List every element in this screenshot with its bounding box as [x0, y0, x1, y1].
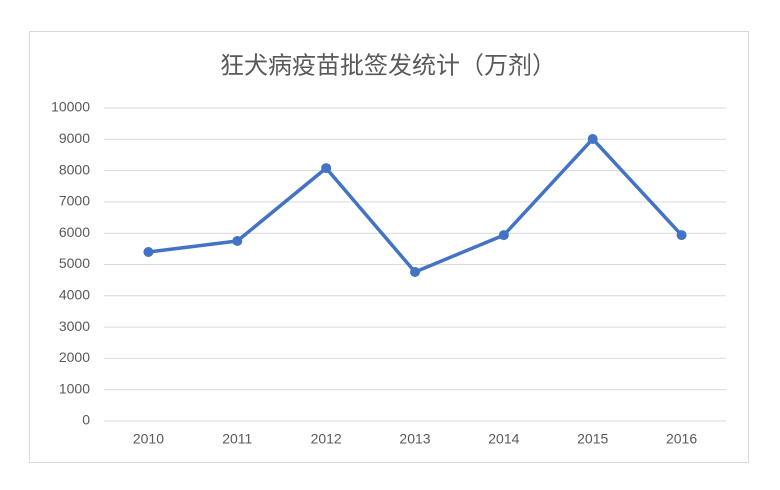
y-tick-label: 1000 [59, 380, 90, 396]
y-tick-label: 2000 [59, 349, 90, 365]
data-point [232, 236, 243, 247]
y-tick-label: 3000 [59, 318, 90, 334]
data-point [587, 133, 598, 144]
data-point [410, 267, 420, 278]
x-tick-label: 2016 [666, 431, 697, 447]
y-tick-label: 10000 [51, 99, 90, 115]
y-tick-label: 5000 [59, 255, 90, 271]
y-tick-label: 0 [82, 412, 90, 428]
y-tick-label: 9000 [59, 130, 90, 146]
x-tick-label: 2015 [577, 431, 608, 447]
y-tick-label: 4000 [59, 287, 90, 303]
x-tick-label: 2012 [311, 431, 342, 447]
data-point [676, 230, 687, 241]
y-tick-label: 8000 [59, 161, 90, 177]
x-tick-label: 2014 [488, 431, 519, 447]
x-tick-label: 2013 [399, 431, 430, 447]
y-tick-label: 6000 [59, 224, 90, 240]
chart-title: 狂犬病疫苗批签发统计（万剂） [220, 52, 556, 79]
chart-border [29, 31, 749, 463]
data-point [498, 230, 509, 241]
data-point [143, 246, 154, 257]
y-tick-label: 7000 [59, 193, 90, 209]
x-tick-label: 2010 [133, 431, 164, 447]
data-point [321, 163, 332, 174]
x-tick-label: 2011 [222, 431, 252, 447]
